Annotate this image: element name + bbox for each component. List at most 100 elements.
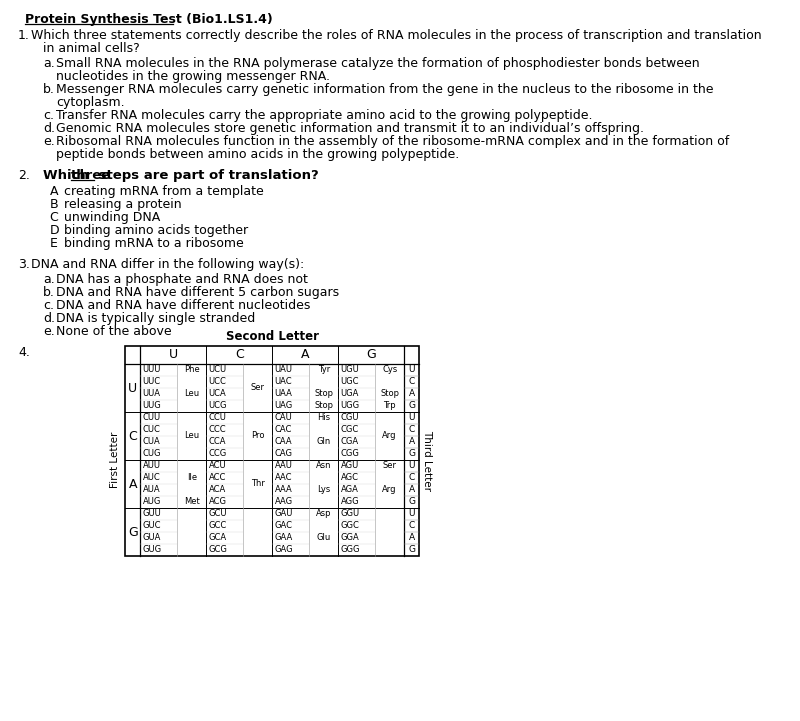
Text: A: A: [301, 348, 310, 361]
Text: GGU: GGU: [341, 510, 360, 518]
Text: CGA: CGA: [341, 438, 359, 446]
Text: Messenger RNA molecules carry genetic information from the gene in the nucleus t: Messenger RNA molecules carry genetic in…: [56, 83, 714, 96]
Text: G: G: [408, 402, 415, 410]
Text: UAA: UAA: [274, 389, 293, 399]
Text: Which three statements correctly describe the roles of RNA molecules in the proc: Which three statements correctly describ…: [31, 29, 762, 42]
Text: Ser: Ser: [382, 461, 397, 471]
Text: AUA: AUA: [142, 485, 160, 495]
Text: c.: c.: [43, 299, 54, 312]
Text: UUC: UUC: [142, 378, 161, 386]
Text: A: A: [129, 477, 137, 490]
Text: U: U: [169, 348, 178, 361]
Text: GCU: GCU: [209, 510, 227, 518]
Text: U: U: [408, 461, 415, 471]
Text: GGG: GGG: [341, 546, 360, 554]
Text: AGC: AGC: [341, 474, 358, 482]
Text: Arg: Arg: [382, 431, 397, 441]
Text: ACC: ACC: [209, 474, 226, 482]
Text: Pro: Pro: [251, 431, 265, 441]
Text: b.: b.: [43, 83, 54, 96]
Text: U: U: [408, 366, 415, 374]
Text: GUG: GUG: [142, 546, 162, 554]
Text: UAG: UAG: [274, 402, 293, 410]
Text: Ser: Ser: [250, 384, 265, 392]
Text: Glu: Glu: [317, 534, 331, 542]
Text: UGU: UGU: [341, 366, 359, 374]
Text: DNA is typically single stranded: DNA is typically single stranded: [56, 312, 255, 325]
Text: in animal cells?: in animal cells?: [43, 42, 140, 55]
Text: C: C: [409, 378, 414, 386]
Text: GAA: GAA: [274, 534, 293, 542]
Text: AUG: AUG: [142, 497, 161, 506]
Text: CCG: CCG: [209, 449, 227, 459]
Text: CAU: CAU: [274, 414, 293, 423]
Text: GUA: GUA: [142, 534, 161, 542]
Bar: [126, 346, 419, 556]
Text: Transfer RNA molecules carry the appropriate amino acid to the growing polypepti: Transfer RNA molecules carry the appropr…: [56, 109, 593, 122]
Text: G: G: [408, 497, 415, 506]
Text: nucleotides in the growing messenger RNA.: nucleotides in the growing messenger RNA…: [56, 70, 330, 83]
Text: Protein Synthesis Test (Bio1.LS1.4): Protein Synthesis Test (Bio1.LS1.4): [25, 13, 273, 26]
Text: AUU: AUU: [142, 461, 161, 471]
Text: Second Letter: Second Letter: [226, 330, 318, 343]
Text: UGA: UGA: [341, 389, 359, 399]
Text: C: C: [129, 430, 137, 443]
Text: CGU: CGU: [341, 414, 359, 423]
Text: Lys: Lys: [317, 485, 330, 495]
Text: e.: e.: [43, 325, 54, 338]
Text: UCA: UCA: [209, 389, 226, 399]
Text: DNA and RNA differ in the following way(s):: DNA and RNA differ in the following way(…: [31, 258, 305, 271]
Text: D: D: [50, 224, 59, 237]
Text: DNA and RNA have different 5 carbon sugars: DNA and RNA have different 5 carbon suga…: [56, 286, 339, 299]
Text: UGC: UGC: [341, 378, 359, 386]
Text: d.: d.: [43, 122, 55, 135]
Text: GCG: GCG: [209, 546, 227, 554]
Text: Thr: Thr: [250, 479, 265, 489]
Text: DNA and RNA have different nucleotides: DNA and RNA have different nucleotides: [56, 299, 310, 312]
Text: AAU: AAU: [274, 461, 293, 471]
Text: UUG: UUG: [142, 402, 162, 410]
Text: 3.: 3.: [18, 258, 30, 271]
Text: Which: Which: [43, 169, 94, 182]
Text: A: A: [409, 534, 414, 542]
Text: GAC: GAC: [274, 521, 293, 531]
Text: U: U: [408, 510, 415, 518]
Text: AGG: AGG: [341, 497, 359, 506]
Text: CCC: CCC: [209, 425, 226, 435]
Text: Ribosomal RNA molecules function in the assembly of the ribosome-mRNA complex an: Ribosomal RNA molecules function in the …: [56, 135, 730, 148]
Text: B: B: [50, 198, 58, 211]
Text: A: A: [50, 185, 58, 198]
Text: E: E: [50, 237, 58, 250]
Text: DNA has a phosphate and RNA does not: DNA has a phosphate and RNA does not: [56, 273, 308, 286]
Text: GUU: GUU: [142, 510, 162, 518]
Text: GAU: GAU: [274, 510, 293, 518]
Text: C: C: [409, 521, 414, 531]
Text: A: A: [409, 389, 414, 399]
Text: Stop: Stop: [314, 389, 333, 399]
Text: UGG: UGG: [341, 402, 360, 410]
Text: GCC: GCC: [209, 521, 227, 531]
Text: ACU: ACU: [209, 461, 226, 471]
Text: Leu: Leu: [184, 431, 199, 441]
Text: CGC: CGC: [341, 425, 359, 435]
Text: Genomic RNA molecules store genetic information and transmit it to an individual: Genomic RNA molecules store genetic info…: [56, 122, 644, 135]
Text: CUC: CUC: [142, 425, 161, 435]
Text: Asp: Asp: [316, 510, 331, 518]
Text: binding amino acids together: binding amino acids together: [64, 224, 249, 237]
Text: 1.: 1.: [18, 29, 30, 42]
Text: three: three: [71, 169, 111, 182]
Text: C: C: [409, 474, 414, 482]
Text: Third Letter: Third Letter: [422, 430, 432, 490]
Text: ACA: ACA: [209, 485, 226, 495]
Text: CCA: CCA: [209, 438, 226, 446]
Text: e.: e.: [43, 135, 54, 148]
Text: Asn: Asn: [316, 461, 331, 471]
Text: G: G: [408, 546, 415, 554]
Text: peptide bonds between amino acids in the growing polypeptide.: peptide bonds between amino acids in the…: [56, 148, 459, 161]
Text: GUC: GUC: [142, 521, 162, 531]
Text: cytoplasm.: cytoplasm.: [56, 96, 125, 109]
Text: Leu: Leu: [184, 389, 199, 399]
Text: CUG: CUG: [142, 449, 162, 459]
Text: c.: c.: [43, 109, 54, 122]
Text: UCC: UCC: [209, 378, 226, 386]
